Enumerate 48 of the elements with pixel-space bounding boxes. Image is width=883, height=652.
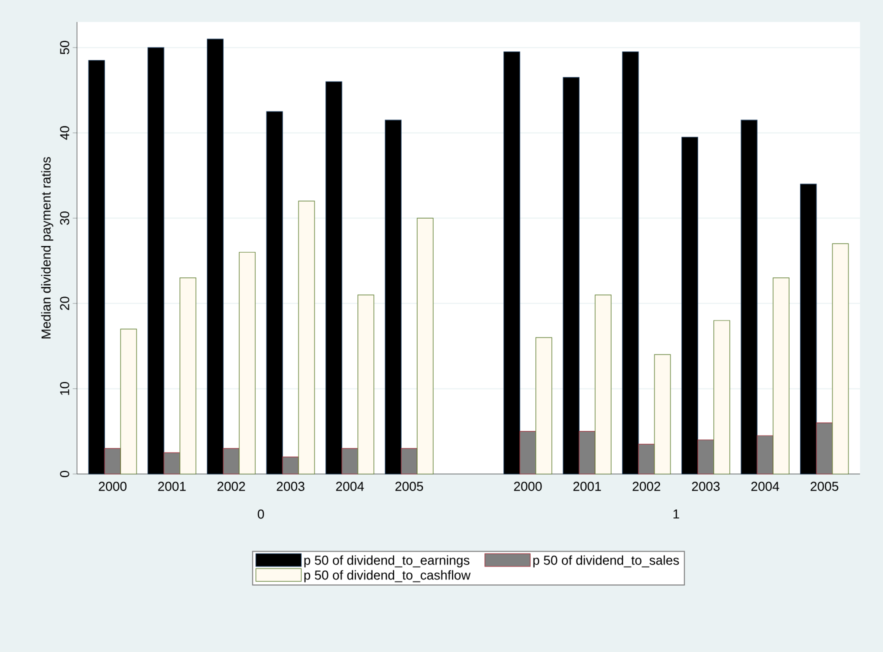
legend-label: p 50 of dividend_to_sales [533,555,679,568]
bar [358,294,374,474]
bar [772,278,790,474]
legend-label: p 50 of dividend_to_cashflow [304,570,471,582]
bar [342,448,358,474]
x-tick-label: 2001 [158,482,186,491]
y-tick-label: 50 [60,40,70,54]
bar [638,444,655,474]
y-tick-label: 40 [60,126,70,140]
x-tick-label: 2001 [573,482,601,491]
bar [180,278,196,474]
bar [756,435,774,474]
bar [594,294,612,474]
y-tick-label: 20 [60,296,70,310]
x-tick-label: 2003 [692,482,720,491]
bar [282,456,299,474]
bar [578,431,596,474]
bar [816,422,833,474]
bar [164,452,180,474]
y-axis-title: Median dividend payment ratios [41,157,54,338]
bar [120,328,137,474]
text: 0 [258,510,264,519]
x-tick-label: 2002 [217,482,245,491]
bar [238,252,256,474]
bar [697,440,714,474]
bar [416,218,434,474]
bar [400,448,418,474]
bar [536,337,552,474]
x-tick-label: 2000 [98,482,126,491]
x-tick-label: 2000 [514,482,542,491]
bar [654,354,671,474]
bar [520,431,536,474]
x-tick-label: 2002 [632,482,660,491]
x-tick-label: 2005 [810,482,838,491]
bar [104,448,121,474]
y-tick-label: 30 [60,211,70,225]
x-tick-label: 2004 [336,482,364,491]
bar [713,320,730,474]
bar [298,200,315,474]
x-tick-label: 2005 [395,482,424,491]
x-tick-label: 2003 [276,482,304,491]
bar [832,243,849,474]
y-tick-label: 10 [60,382,70,395]
x-tick-label: 2004 [751,482,780,491]
bar [222,448,240,474]
text: 1 [674,510,680,518]
legend-label: p 50 of dividend_to_earnings [304,555,470,568]
y-tick-label: 0 [60,470,70,478]
